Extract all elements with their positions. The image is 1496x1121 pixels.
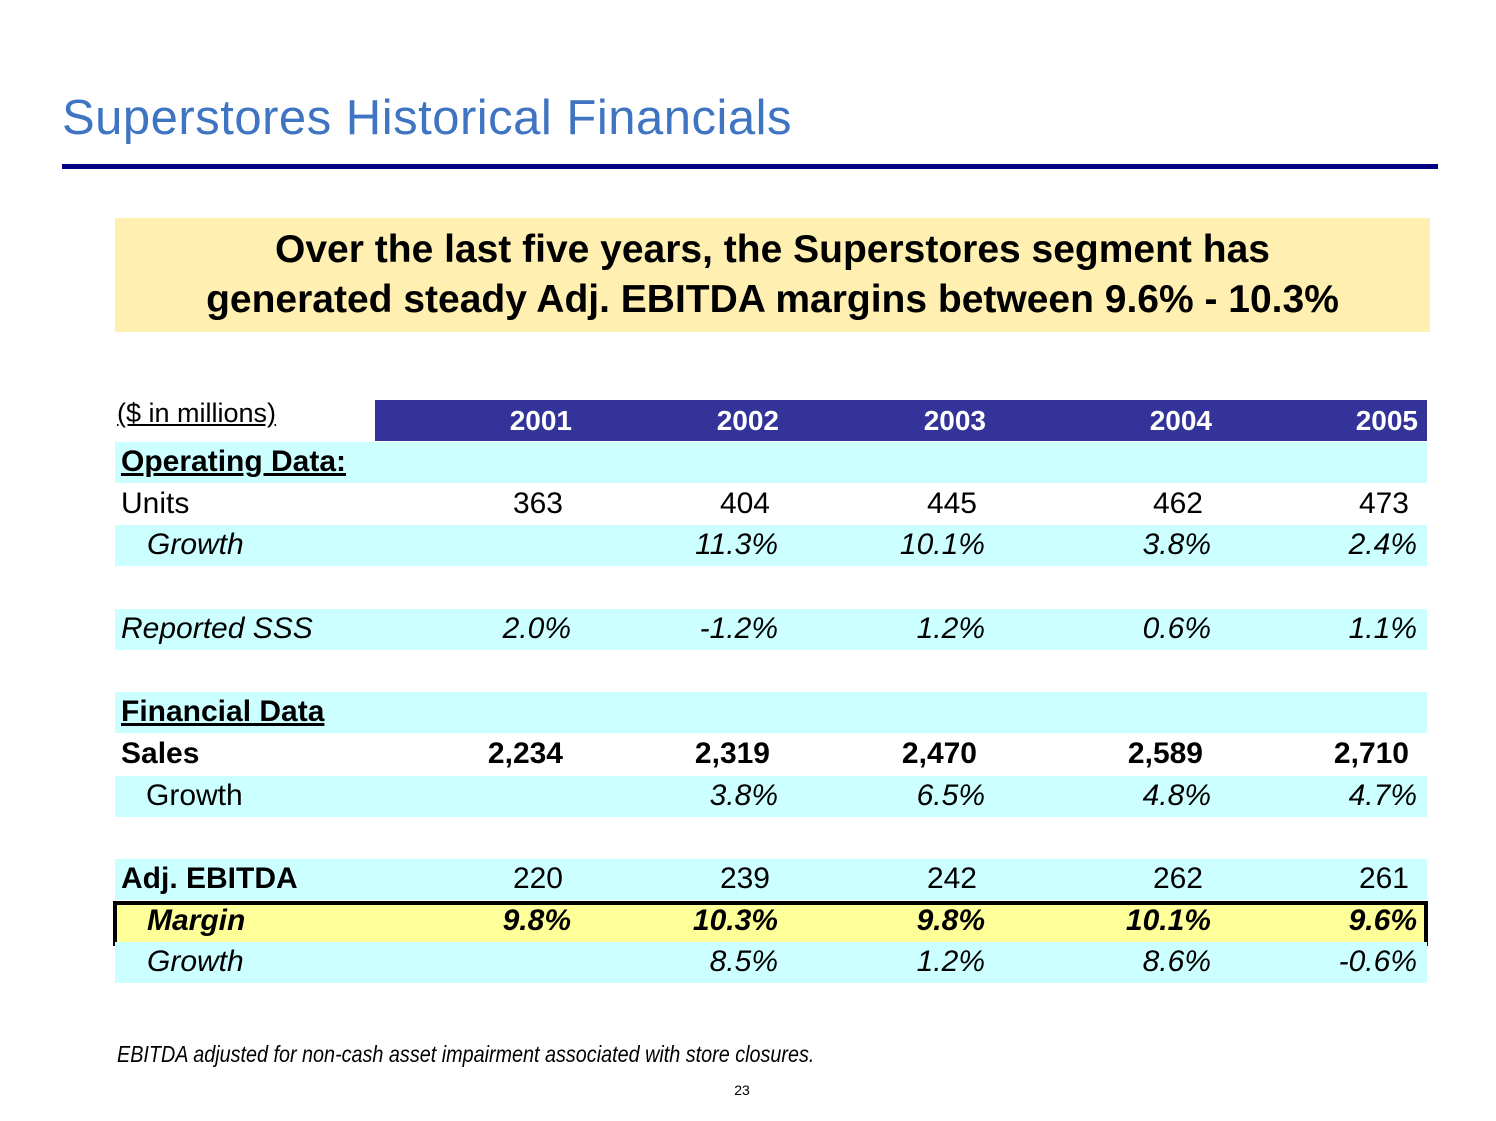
cell: 2.0%: [502, 612, 571, 645]
cell: 1.2%: [916, 612, 985, 645]
footnote: EBITDA adjusted for non-cash asset impai…: [117, 1041, 815, 1067]
cell: 3.8%: [1142, 528, 1211, 561]
cell: 3.8%: [709, 779, 778, 812]
cell: 2,589: [1127, 737, 1203, 770]
table-row: [115, 859, 1427, 900]
cell: 11.3%: [695, 528, 778, 561]
callout-line: Over the last five years, the Superstore…: [275, 228, 1270, 271]
cell: 220: [512, 862, 563, 895]
table-row: [115, 776, 1427, 817]
title: Superstores Historical Financials: [62, 91, 792, 145]
cell: 261: [1358, 862, 1409, 895]
header-band: [375, 400, 1427, 441]
cell: 473: [1358, 487, 1409, 520]
cell: 9.8%: [916, 904, 985, 937]
row-label: Adj. EBITDA: [121, 862, 298, 895]
cell: 2,234: [487, 737, 563, 770]
table-row: [115, 734, 1427, 775]
cell: 239: [719, 862, 770, 895]
row-label: Reported SSS: [121, 612, 313, 645]
row-label: Growth: [147, 528, 244, 561]
cell: 10.3%: [692, 904, 778, 937]
cell: -0.6%: [1338, 945, 1417, 978]
cell: 242: [926, 862, 977, 895]
cell: 6.5%: [916, 779, 985, 812]
cell: 4.7%: [1348, 779, 1417, 812]
cell: 10.1%: [899, 528, 985, 561]
cell: 1.2%: [916, 945, 985, 978]
row-label: Sales: [121, 737, 200, 770]
row-label: Growth: [146, 779, 243, 812]
year-header: 2002: [716, 405, 779, 436]
table-row: [115, 692, 1427, 733]
cell: 2,710: [1333, 737, 1409, 770]
cell: 2,319: [694, 737, 770, 770]
cell: 8.5%: [709, 945, 778, 978]
table-row: [115, 525, 1427, 566]
cell: 363: [512, 487, 563, 520]
cell: 8.6%: [1142, 945, 1211, 978]
row-label: Margin: [147, 904, 246, 937]
year-header: 2005: [1355, 405, 1418, 436]
row-label: Units: [121, 487, 190, 520]
row-label: Operating Data:: [121, 445, 347, 478]
page-number: 23: [734, 1082, 750, 1098]
row-label: Growth: [147, 945, 244, 978]
table-row: [115, 942, 1427, 983]
year-header: 2004: [1149, 405, 1212, 436]
cell: 1.1%: [1348, 612, 1417, 645]
cell: 9.8%: [502, 904, 571, 937]
callout: Over the last five years, the Superstore…: [115, 218, 1430, 332]
unit-label: ($ in millions): [117, 398, 277, 428]
cell: -1.2%: [699, 612, 778, 645]
cell: 2.4%: [1348, 528, 1417, 561]
cell: 445: [926, 487, 977, 520]
year-header: 2003: [923, 405, 986, 436]
cell: 262: [1152, 862, 1203, 895]
cell: 2,470: [901, 737, 977, 770]
year-header: 2001: [509, 405, 572, 436]
cell: 0.6%: [1142, 612, 1211, 645]
cell: 4.8%: [1142, 779, 1211, 812]
row-label: Financial Data: [121, 695, 325, 728]
cell: 9.6%: [1348, 904, 1417, 937]
table-row: [115, 484, 1427, 525]
callout-line: generated steady Adj. EBITDA margins bet…: [206, 278, 1339, 321]
table-row: [115, 442, 1427, 483]
cell: 404: [719, 487, 770, 520]
title-rule: [62, 164, 1438, 169]
cell: 462: [1152, 487, 1203, 520]
table-row: [115, 609, 1427, 650]
cell: 10.1%: [1125, 904, 1211, 937]
